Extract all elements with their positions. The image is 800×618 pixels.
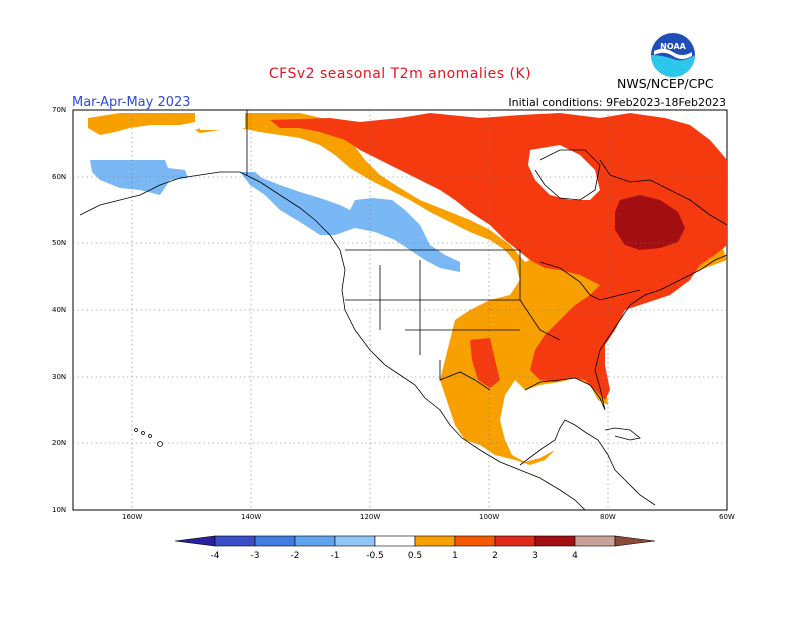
noaa-logo-text: NOAA: [660, 42, 686, 51]
lon-label-120w: 120W: [360, 513, 381, 521]
legend-swatch: [454, 535, 496, 547]
legend-swatch: [334, 535, 376, 547]
initial-conditions: Initial conditions: 9Feb2023-18Feb2023: [508, 96, 726, 109]
lat-label-60n: 60N: [52, 173, 67, 181]
warm-anomaly-2-3: [615, 195, 685, 250]
legend-tick-label: -4: [211, 551, 220, 561]
noaa-logo: NOAA: [651, 33, 695, 77]
lon-label-160w: 160W: [122, 513, 143, 521]
legend-arrow-right: [614, 535, 656, 547]
legend-swatch: [254, 535, 296, 547]
legend-tick-label: -0.5: [366, 551, 384, 561]
lat-label-10n: 10N: [52, 506, 67, 514]
legend-swatch: [374, 535, 416, 547]
legend-tick-label: -1: [331, 551, 340, 561]
lon-label-80w: 80W: [600, 513, 616, 521]
legend-arrow-left: [174, 535, 216, 547]
cool-anomaly-regions: [90, 160, 460, 272]
legend-swatch: [574, 535, 616, 547]
legend-tick-label: 3: [532, 551, 538, 561]
lat-label-50n: 50N: [52, 239, 67, 247]
lon-label-140w: 140W: [241, 513, 262, 521]
legend-tick-label: -3: [251, 551, 260, 561]
color-legend: -4 -3 -2 -1 -0.5 0.5 1 2 3 4: [174, 535, 656, 561]
graticule: [73, 110, 727, 510]
legend-tick-label: 4: [572, 551, 578, 561]
forecast-period: Mar-Apr-May 2023: [72, 95, 191, 110]
lat-label-70n: 70N: [52, 106, 67, 114]
agency-label: NWS/NCEP/CPC: [617, 76, 714, 91]
warm-anomaly-1-2: [270, 113, 727, 400]
lat-label-20n: 20N: [52, 439, 67, 447]
legend-tick-label: -2: [291, 551, 300, 561]
legend-swatch: [534, 535, 576, 547]
legend-swatch: [414, 535, 456, 547]
hawaii-islands: [134, 428, 163, 447]
lat-label-30n: 30N: [52, 373, 67, 381]
lon-label-100w: 100W: [479, 513, 500, 521]
legend-tick-label: 0.5: [408, 551, 422, 561]
legend-tick-label: 2: [492, 551, 498, 561]
coastlines-and-borders: [79, 110, 728, 511]
legend-swatch: [494, 535, 536, 547]
legend-tick-label: 1: [452, 551, 458, 561]
legend-swatch: [214, 535, 256, 547]
lat-label-40n: 40N: [52, 306, 67, 314]
legend-swatch: [294, 535, 336, 547]
lon-label-60w: 60W: [719, 513, 735, 521]
map-title: CFSv2 seasonal T2m anomalies (K): [268, 66, 532, 82]
